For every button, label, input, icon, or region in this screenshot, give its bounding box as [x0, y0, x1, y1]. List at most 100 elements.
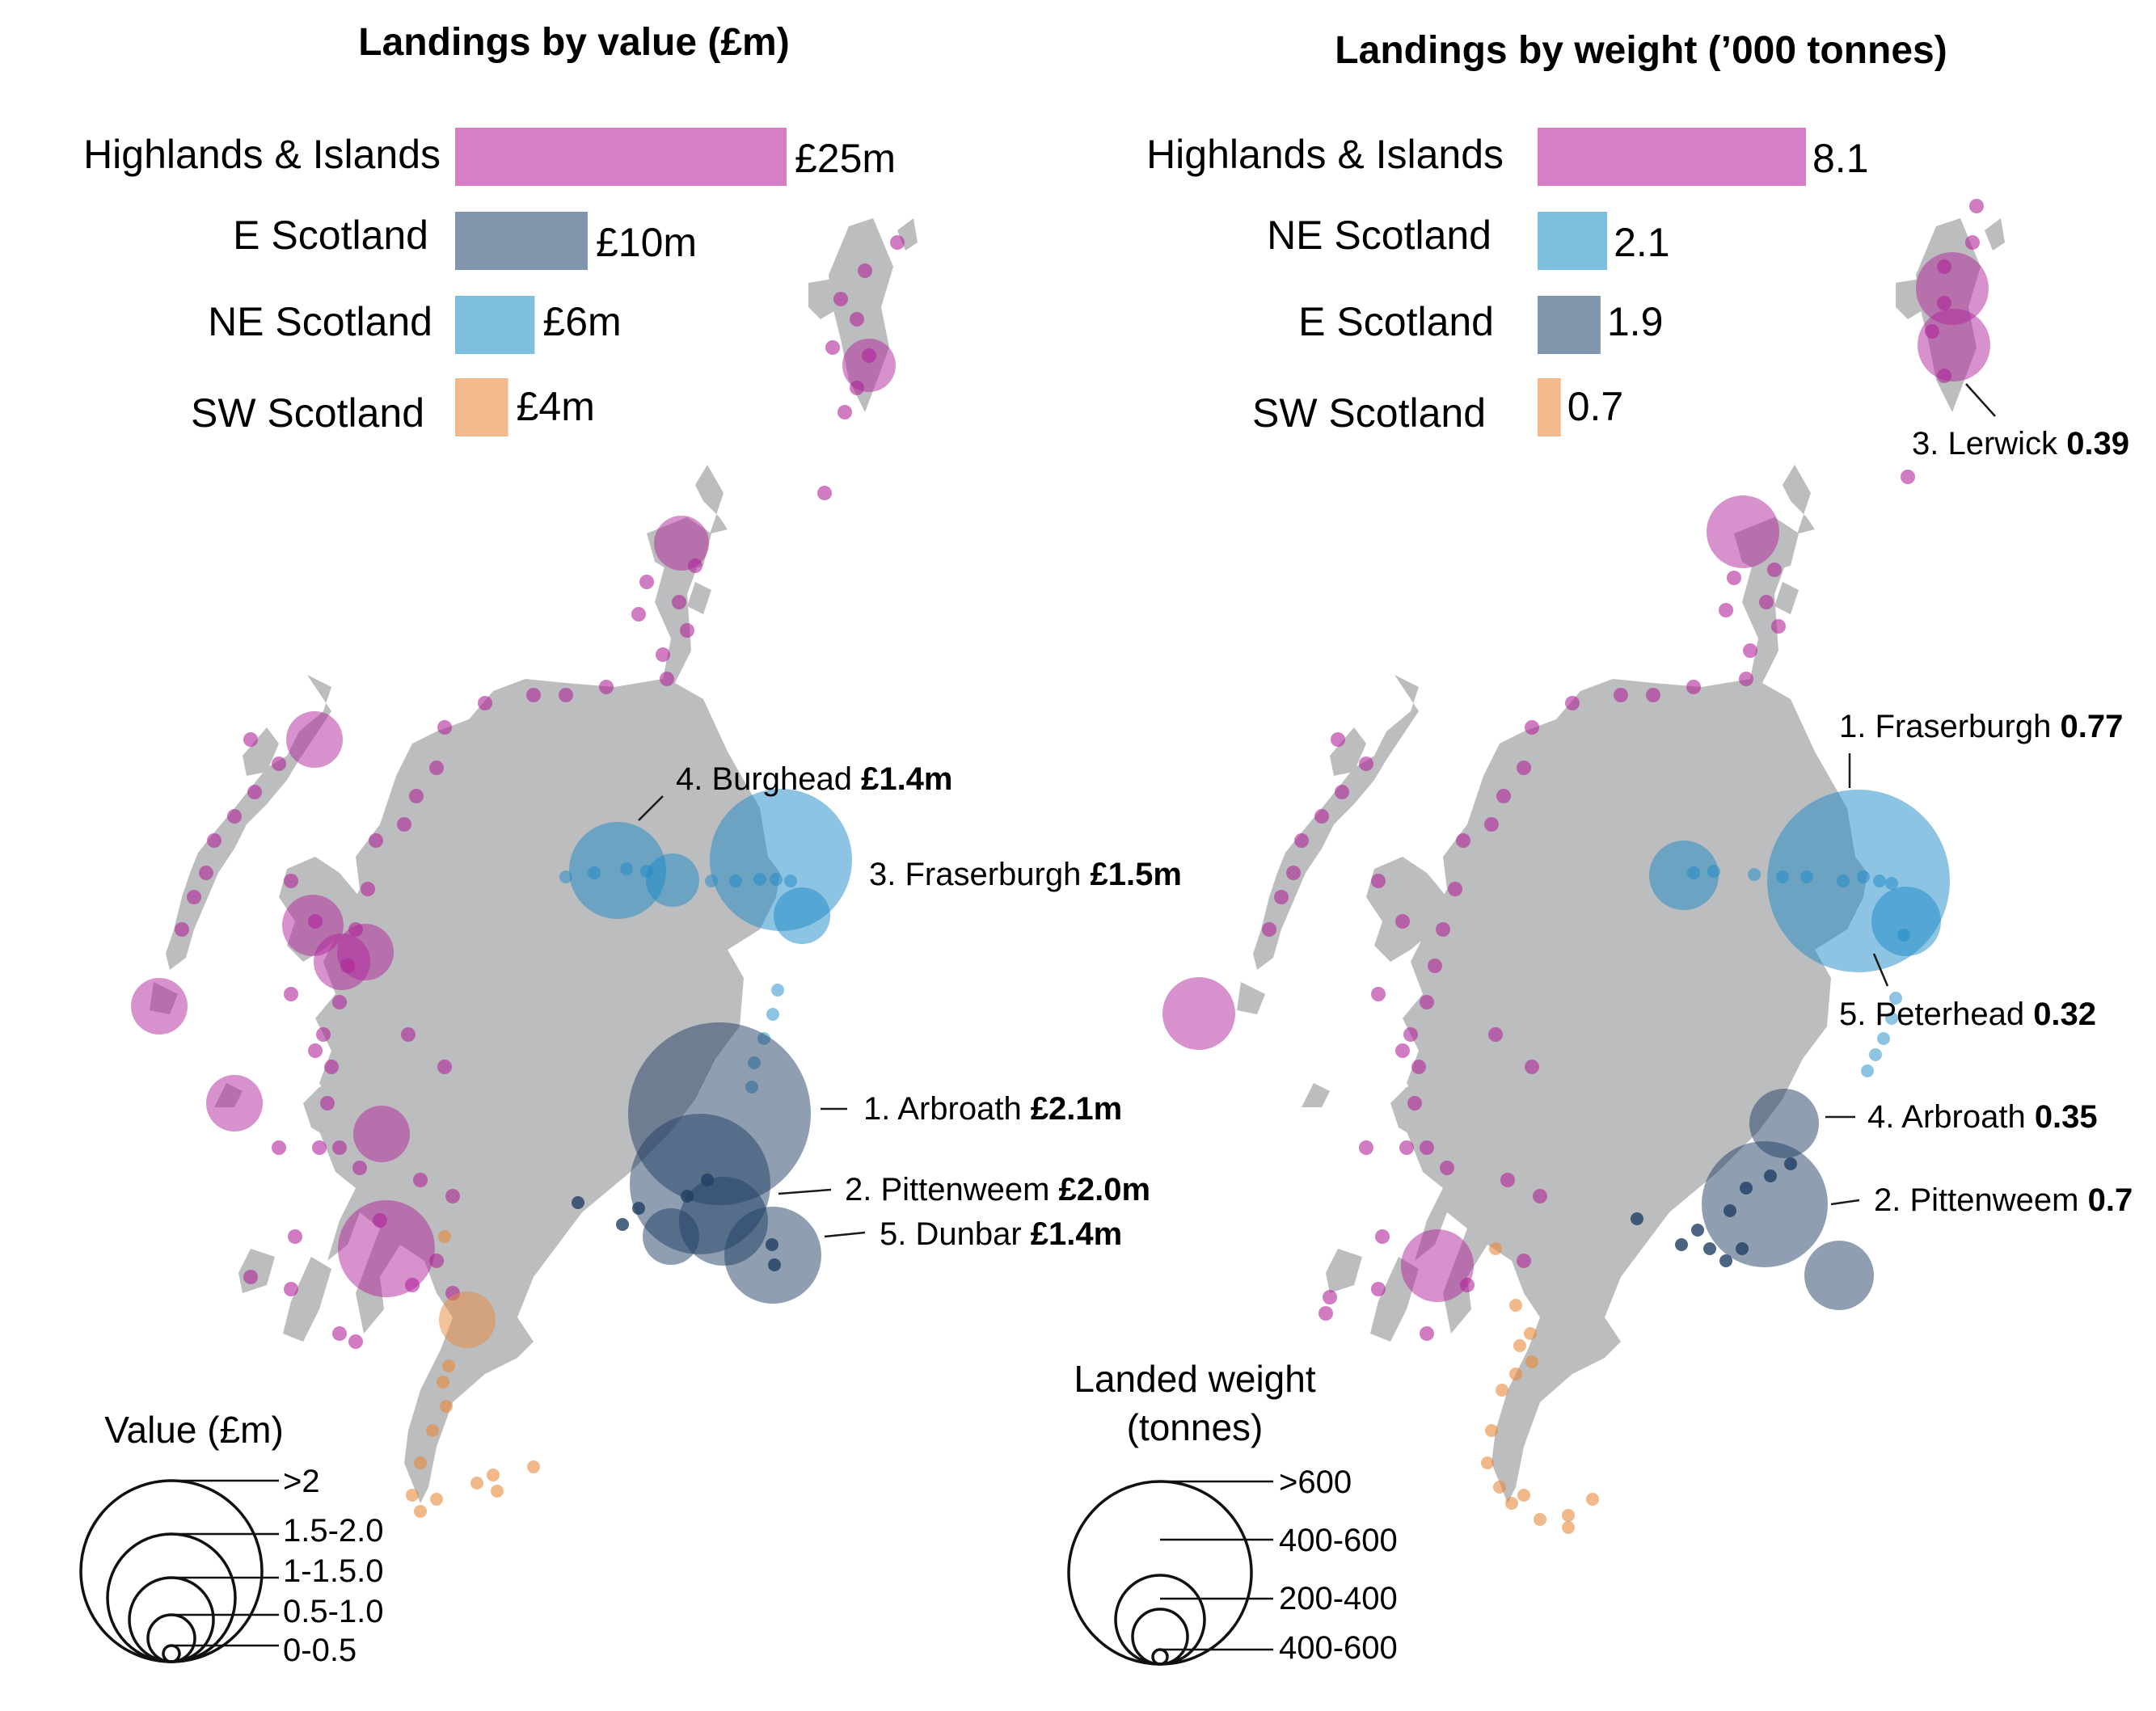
callout-label: 5. Peterhead 0.32 [1839, 997, 2096, 1032]
port-dot [1869, 1048, 1882, 1061]
port-dot [413, 1173, 428, 1187]
port-dot [1719, 603, 1733, 617]
port-circle [337, 924, 394, 980]
port-dot [1691, 1224, 1704, 1237]
bar-value: 1.9 [1607, 299, 1664, 344]
port-dot [1965, 235, 1980, 250]
port-circle [206, 1075, 263, 1132]
port-dot [1335, 785, 1349, 799]
port-dot [858, 263, 872, 278]
port-dot [491, 1485, 504, 1498]
port-dot [1877, 1032, 1890, 1045]
port-dot [825, 340, 840, 355]
port-dot [632, 1202, 645, 1215]
port-dot [437, 1060, 452, 1074]
bar-value: £4m [517, 384, 595, 429]
legend-circle [1151, 1648, 1169, 1666]
ne-scotland-ports [559, 789, 852, 1094]
port-dot [766, 1008, 779, 1021]
legend-label: 1-1.5.0 [283, 1553, 384, 1589]
port-dot [1399, 1140, 1414, 1155]
port-dot [1748, 868, 1761, 881]
callout-label: 3. Fraserburgh £1.5m [869, 857, 1182, 892]
port-dot [1901, 470, 1915, 484]
port-dot [639, 575, 654, 589]
port-dot [599, 680, 614, 694]
legend-circle [162, 1644, 181, 1663]
weight-bar-row: Highlands & Islands 8.1 [1146, 128, 1869, 186]
burghead-circle [569, 822, 666, 919]
port-dot [1524, 1327, 1537, 1340]
port-dot [1764, 1169, 1777, 1182]
lerwick-circle [1918, 309, 1990, 381]
bar [455, 212, 588, 270]
port-dot [348, 1334, 363, 1349]
port-dot [243, 1270, 258, 1284]
port-dot [1534, 1513, 1546, 1526]
port-dot [320, 1096, 335, 1110]
callout-fraserburgh: 3. Fraserburgh £1.5m [869, 857, 1182, 892]
port-dot [445, 1189, 460, 1203]
port-dot [406, 1489, 419, 1502]
port-dot [1375, 1229, 1390, 1244]
callout-arbroath: 4. Arbroath 0.35 [1825, 1099, 2098, 1135]
value-bar-row: E Scotland £10m [233, 212, 697, 270]
callout-label: 1. Fraserburgh 0.77 [1839, 709, 2123, 744]
legend-label: >2 [283, 1464, 320, 1499]
sw-scotland-ports [1481, 1242, 1599, 1534]
callout-lerwick: 3. Lerwick 0.39 [1912, 383, 2129, 461]
port-dot [1771, 619, 1786, 634]
value-panel-title: Landings by value (£m) [358, 21, 789, 64]
bar [1538, 128, 1806, 186]
port-dot [369, 833, 383, 848]
port-dot [1586, 1493, 1599, 1506]
port-dot [1740, 1182, 1753, 1195]
port-dot [1371, 874, 1386, 888]
port-dot [401, 1027, 416, 1042]
legend-leaders [171, 1479, 279, 1647]
weight-bar-row: NE Scotland 2.1 [1267, 212, 1670, 270]
port-dot [1686, 680, 1701, 694]
port-dot [175, 922, 189, 937]
port-dot [559, 688, 573, 702]
port-circle [654, 516, 709, 571]
callout-label: 4. Arbroath 0.35 [1867, 1099, 2098, 1135]
bar-value: £25m [795, 136, 896, 181]
peterhead-circle [1871, 887, 1941, 956]
callout-label: 4. Burghead £1.4m [676, 761, 953, 797]
port-dot [1371, 1282, 1386, 1296]
port-dot [1857, 870, 1870, 883]
port-dot [1481, 1456, 1494, 1469]
port-circle [338, 1200, 435, 1297]
port-dot [1505, 1497, 1518, 1510]
port-dot [1562, 1521, 1575, 1534]
port-dot [1420, 1326, 1434, 1341]
callout-label: 5. Dunbar £1.4m [880, 1216, 1122, 1252]
weight-bar-row: SW Scotland 0.7 [1252, 378, 1623, 436]
port-dot [1403, 1027, 1418, 1042]
port-dot [1525, 720, 1539, 735]
port-dot [243, 732, 258, 747]
port-dot [1525, 1060, 1539, 1074]
port-dot [440, 1400, 453, 1413]
port-dot [1407, 1096, 1422, 1110]
port-dot [850, 312, 864, 327]
ne-scotland-ports [1649, 790, 1950, 1077]
bar [455, 128, 787, 186]
port-dot [729, 874, 742, 887]
callout-label: 3. Lerwick 0.39 [1912, 426, 2129, 461]
port-dot [1488, 1027, 1503, 1042]
port-circle [1707, 495, 1779, 568]
legend-circle [128, 1576, 215, 1663]
bar-label: NE Scotland [1267, 213, 1491, 258]
value-legend: Value (£m) >2 1.5-2.0 1-1.5.0 0.5-1.0 0-… [79, 1409, 384, 1668]
port-dot [1428, 959, 1442, 973]
port-dot [1885, 877, 1898, 890]
port-dot [1525, 1355, 1538, 1368]
value-bar-row: Highlands & Islands £25m [83, 128, 896, 186]
port-dot [1496, 1384, 1508, 1397]
port-dot [701, 1174, 714, 1186]
legend-circle [1067, 1480, 1253, 1666]
port-circle [1649, 841, 1719, 910]
port-dot [308, 1043, 323, 1058]
